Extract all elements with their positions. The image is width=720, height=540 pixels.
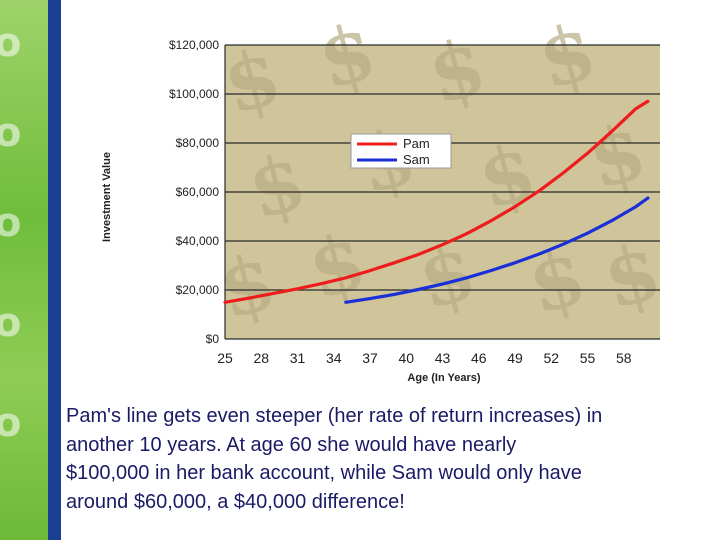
y-tick-label: $60,000 bbox=[176, 185, 220, 199]
x-tick-label: 28 bbox=[253, 350, 269, 366]
series-line-pam bbox=[223, 99, 650, 304]
accent-bar bbox=[48, 0, 61, 540]
x-tick-label: 52 bbox=[543, 350, 559, 366]
x-axis-label: Age (In Years) bbox=[407, 372, 480, 384]
y-tick-labels: $0 $20,000 $40,000 $60,000 $80,000 $100,000 $1… bbox=[169, 38, 219, 346]
decorative-letter-icon: o bbox=[0, 110, 22, 156]
caption-text: Pam's line gets even steeper (her rate o… bbox=[66, 402, 714, 516]
caption-line: another 10 years. At age 60 she would ha… bbox=[66, 433, 517, 456]
y-tick-label: $120,000 bbox=[169, 38, 219, 52]
caption-line: Pam's line gets even steeper (her rate o… bbox=[66, 405, 603, 427]
x-tick-label: 43 bbox=[435, 350, 451, 366]
legend: Pam Sam bbox=[350, 133, 452, 169]
investment-line-chart: $$$$$$$$$$$$$ $0$20,000$40,000$60,000$80… bbox=[101, 12, 670, 384]
x-tick-label: 31 bbox=[290, 350, 306, 366]
x-tick-labels: 25 28 31 34 37 40 43 46 49 52 55 58 bbox=[217, 350, 632, 366]
caption-line: $100,000 in her bank account, while Sam … bbox=[66, 462, 582, 484]
x-tick-label: 46 bbox=[471, 350, 487, 366]
caption-line: around $60,000, a $40,000 difference! bbox=[66, 490, 405, 513]
legend-box bbox=[350, 133, 452, 169]
y-tick-label: $80,000 bbox=[176, 136, 220, 150]
legend-label-pam: Pam bbox=[403, 136, 430, 151]
decorative-letter-icon: o bbox=[0, 300, 22, 346]
x-tick-label: 58 bbox=[616, 350, 632, 366]
decorative-letter-icon: o bbox=[0, 20, 22, 66]
x-tick-label: 37 bbox=[362, 350, 378, 366]
decorative-side-strip: o o o o o bbox=[0, 0, 48, 540]
x-tick-label: 40 bbox=[398, 350, 414, 366]
x-tick-label: 49 bbox=[507, 350, 523, 366]
series-layer bbox=[223, 99, 650, 304]
y-tick-label: $100,000 bbox=[169, 87, 219, 101]
y-axis-label: Investment Value bbox=[101, 152, 113, 242]
legend-label-sam: Sam bbox=[403, 152, 430, 167]
x-tick-label: 25 bbox=[217, 350, 233, 366]
y-tick-label: $20,000 bbox=[176, 283, 220, 297]
decorative-letter-icon: o bbox=[0, 400, 22, 446]
decorative-letter-icon: o bbox=[0, 200, 22, 246]
chart-card: $$$$$$$$$$$$$ $0$20,000$40,000$60,000$80… bbox=[94, 12, 701, 397]
y-tick-label: $40,000 bbox=[176, 234, 220, 248]
x-tick-label: 34 bbox=[326, 350, 342, 366]
y-tick-label: $0 bbox=[206, 332, 220, 346]
x-tick-label: 55 bbox=[580, 350, 596, 366]
series-line-sam bbox=[344, 196, 650, 304]
